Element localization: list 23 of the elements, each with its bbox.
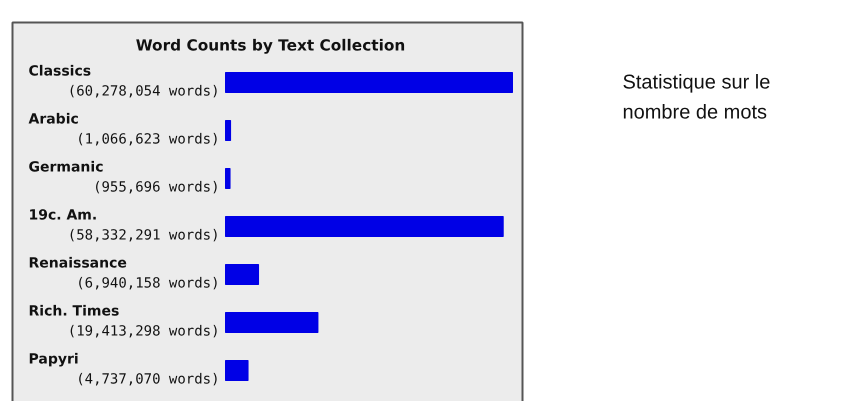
y-tick-label: Papyri (28, 352, 79, 368)
data-label: (955,696 words) (93, 180, 220, 196)
data-label: (4,737,070 words) (76, 372, 220, 388)
y-tick-label: 19c. Am. (28, 208, 98, 224)
y-tick-label: Germanic (28, 160, 104, 176)
y-tick-label: Rich. Times (28, 304, 120, 320)
data-label: (58,332,291 words) (68, 228, 220, 244)
bar (225, 312, 318, 333)
chart-title: Word Counts by Text Collection (136, 36, 406, 54)
bar (225, 264, 260, 285)
y-tick-label: Arabic (28, 112, 79, 128)
data-label: (6,940,158 words) (76, 276, 220, 292)
bar (225, 120, 232, 141)
bar (225, 168, 231, 189)
bar (225, 216, 504, 237)
text: Statistique sur le nombre de mots (622, 72, 770, 124)
y-tick-label: Classics (28, 64, 92, 80)
data-label: (60,278,054 words) (68, 84, 220, 100)
bar (225, 72, 513, 93)
data-label: (1,066,623 words) (76, 132, 220, 148)
data-label: (19,413,298 words) (68, 324, 220, 340)
bar (225, 360, 249, 381)
y-tick-label: Renaissance (28, 256, 127, 272)
